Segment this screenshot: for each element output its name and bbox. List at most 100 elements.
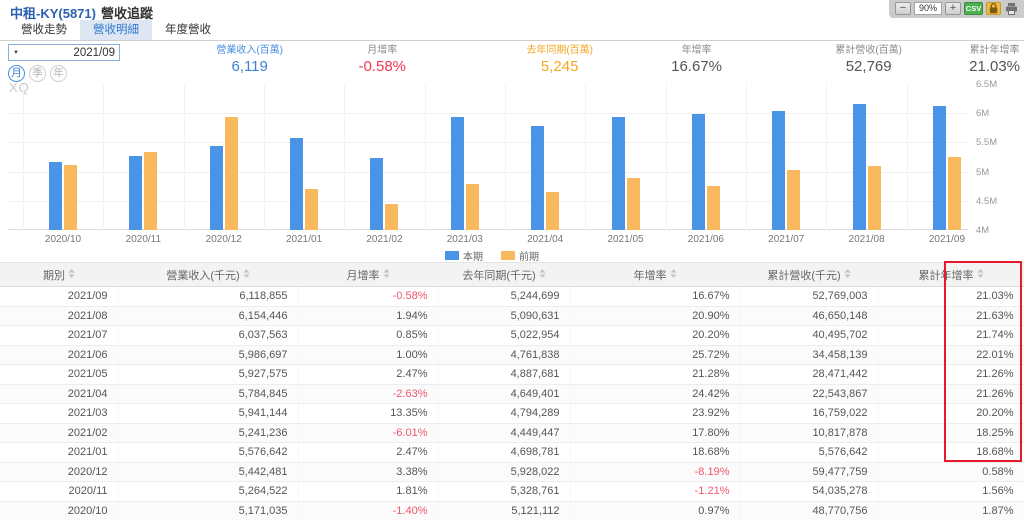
- stat-label: 去年同期(百萬): [526, 45, 593, 56]
- column-header-cum-yoy[interactable]: 累計年增率: [878, 262, 1024, 287]
- bar-current-period[interactable]: [49, 161, 62, 230]
- bar-current-period[interactable]: [772, 111, 786, 230]
- gridline: [907, 84, 908, 230]
- revenue-table: 期別 營業收入(千元) 月增率 去年同期(千元) 年增率 累計營收(千元) 累計年增率 202…: [0, 262, 1024, 520]
- table-row[interactable]: 2021/03 5,941,144 13.35% 4,794,289 23.92% 16,…: [0, 403, 1024, 424]
- tab-annual-revenue[interactable]: 年度營收: [165, 24, 211, 36]
- bar-current-period[interactable]: [129, 156, 143, 230]
- bar-current-period[interactable]: [852, 104, 866, 230]
- table-cell: 59,477,759: [740, 462, 879, 482]
- column-header-cum-revenue[interactable]: 累計營收(千元): [740, 262, 878, 287]
- stat-label: 年增率: [681, 45, 712, 56]
- bar-current-period[interactable]: [370, 157, 384, 230]
- column-header-yoy[interactable]: 年增率: [570, 262, 740, 287]
- zoom-level[interactable]: 90%: [914, 2, 942, 15]
- bar-previous-period[interactable]: [465, 183, 479, 230]
- tab-revenue-detail[interactable]: 營收明細: [80, 20, 152, 40]
- y-axis-label: 5.5M: [976, 137, 998, 149]
- table-cell: 46,650,148: [740, 306, 879, 326]
- period-button-month[interactable]: 月: [8, 65, 25, 82]
- column-header-prev-year[interactable]: 去年同期(千元): [438, 262, 570, 287]
- column-header-period[interactable]: 期別: [0, 262, 118, 287]
- table-cell: 23.92%: [570, 403, 741, 424]
- table-cell: 5,576,642: [118, 442, 299, 463]
- lock-button[interactable]: [986, 2, 1001, 15]
- gridline: [8, 200, 968, 202]
- table-row[interactable]: 2021/02 5,241,236 -6.01% 4,449,447 17.80% 10,…: [0, 423, 1024, 443]
- table-header-row: 期別 營業收入(千元) 月增率 去年同期(千元) 年增率 累計營收(千元) 累計年增率: [0, 262, 1024, 287]
- legend-item[interactable]: 本期: [445, 248, 483, 263]
- table-cell: 5,090,631: [438, 306, 571, 326]
- table-row[interactable]: 2021/05 5,927,575 2.47% 4,887,681 21.28% 28,4…: [0, 364, 1024, 385]
- gridline: [746, 84, 747, 230]
- bar-previous-period[interactable]: [867, 166, 881, 230]
- table-cell: 21.26%: [878, 364, 1024, 385]
- table-cell: 2.47%: [298, 442, 439, 463]
- bar-current-period[interactable]: [450, 116, 464, 230]
- period-select[interactable]: ▼ 2021/09: [8, 44, 120, 61]
- x-axis-label: 2021/03: [446, 234, 483, 245]
- table-cell: 4,649,401: [438, 384, 571, 404]
- period-select-value: 2021/09: [73, 46, 115, 59]
- bar-previous-period[interactable]: [626, 178, 640, 230]
- x-axis-label: 2021/05: [607, 234, 644, 245]
- bar-current-period[interactable]: [209, 145, 223, 230]
- bar-previous-period[interactable]: [224, 117, 238, 230]
- table-row[interactable]: 2021/09 6,118,855 -0.58% 5,244,699 16.67% 52,…: [0, 286, 1024, 307]
- table-cell: 2021/04: [0, 384, 119, 404]
- table-cell: 4,449,447: [438, 423, 571, 443]
- sort-icon: [844, 268, 851, 278]
- table-cell: 5,576,642: [740, 442, 879, 463]
- bar-current-period[interactable]: [611, 117, 625, 230]
- table-cell: 5,328,761: [438, 481, 571, 502]
- bar-current-period[interactable]: [290, 137, 304, 230]
- print-button[interactable]: [1004, 2, 1019, 15]
- table-row[interactable]: 2021/08 6,154,446 1.94% 5,090,631 20.90% 46,6…: [0, 306, 1024, 326]
- table-row[interactable]: 2020/11 5,264,522 1.81% 5,328,761 -1.21% 54,0…: [0, 481, 1024, 502]
- bar-previous-period[interactable]: [706, 185, 720, 230]
- bar-current-period[interactable]: [531, 125, 545, 230]
- period-button-quarter[interactable]: 季: [29, 65, 46, 82]
- bar-previous-period[interactable]: [947, 157, 961, 230]
- table-row[interactable]: 2020/10 5,171,035 -1.40% 5,121,112 0.97% 48,7…: [0, 501, 1024, 520]
- table-row[interactable]: 2021/01 5,576,642 2.47% 4,698,781 18.68% 5,57…: [0, 442, 1024, 463]
- table-cell: 22,543,867: [740, 384, 879, 404]
- sort-icon: [383, 268, 389, 278]
- table-cell: 4,761,838: [438, 345, 571, 365]
- legend-item[interactable]: 前期: [501, 248, 539, 263]
- period-button-year[interactable]: 年: [50, 65, 67, 82]
- table-cell: 1.81%: [298, 481, 439, 502]
- tab-revenue-trend[interactable]: 營收走勢: [21, 24, 67, 36]
- bar-previous-period[interactable]: [64, 164, 77, 230]
- csv-export-button[interactable]: CSV: [964, 2, 983, 15]
- bar-current-period[interactable]: [691, 113, 705, 230]
- lock-icon: [989, 3, 998, 14]
- table-row[interactable]: 2021/06 5,986,697 1.00% 4,761,838 25.72% 34,4…: [0, 345, 1024, 365]
- table-row[interactable]: 2021/07 6,037,563 0.85% 5,022,954 20.20% 40,4…: [0, 325, 1024, 346]
- bar-current-period[interactable]: [932, 106, 946, 230]
- table-row[interactable]: 2020/12 5,442,481 3.38% 5,928,022 -8.19% 59,4…: [0, 462, 1024, 482]
- column-header-revenue[interactable]: 營業收入(千元): [118, 262, 298, 287]
- bar-previous-period[interactable]: [546, 192, 560, 230]
- table-row[interactable]: 2021/04 5,784,845 -2.63% 4,649,401 24.42% 22,…: [0, 384, 1024, 404]
- bar-previous-period[interactable]: [787, 170, 801, 230]
- y-axis-label: 6.5M: [976, 79, 998, 90]
- x-axis-label: 2020/10: [44, 234, 82, 245]
- table-cell: 0.85%: [298, 325, 439, 346]
- table-cell: 21.74%: [878, 325, 1024, 346]
- gridline: [666, 84, 667, 230]
- bar-previous-period[interactable]: [305, 189, 319, 230]
- table-cell: 3.38%: [298, 462, 439, 482]
- zoom-out-button[interactable]: −: [895, 2, 911, 15]
- table-cell: 17.80%: [570, 423, 741, 443]
- zoom-in-button[interactable]: +: [945, 2, 961, 15]
- bar-previous-period[interactable]: [144, 152, 158, 230]
- gridline: [8, 171, 968, 173]
- table-cell: 2021/02: [0, 423, 119, 443]
- table-cell: 5,121,112: [438, 501, 571, 520]
- table-cell: 2021/03: [0, 403, 119, 424]
- bar-previous-period[interactable]: [385, 203, 399, 230]
- column-header-mom[interactable]: 月增率: [298, 262, 438, 287]
- table-cell: 2020/11: [0, 481, 119, 502]
- table-cell: 6,154,446: [118, 306, 299, 326]
